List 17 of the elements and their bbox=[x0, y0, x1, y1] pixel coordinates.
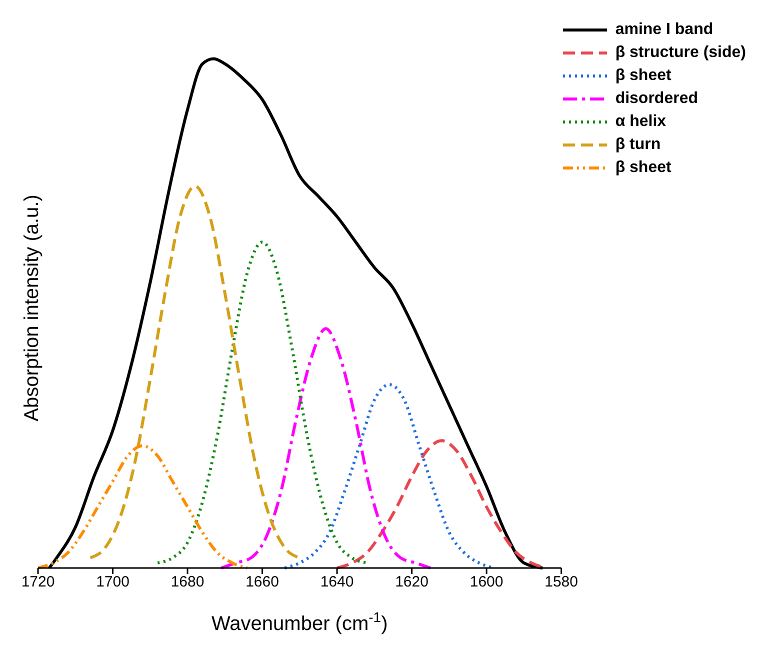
legend-label: β sheet bbox=[615, 66, 672, 84]
x-axis-title: Wavenumber (cm$^{-1}$) bbox=[212, 609, 388, 635]
legend-label: α helix bbox=[615, 112, 666, 130]
legend-label: disordered bbox=[615, 90, 698, 108]
x-tick-label: 1580 bbox=[544, 574, 578, 591]
legend-label: β turn bbox=[615, 136, 661, 154]
x-tick-label: 1600 bbox=[470, 574, 504, 591]
legend-label: β structure (side) bbox=[615, 44, 746, 62]
x-tick-label: 1640 bbox=[320, 574, 354, 591]
x-tick-label: 1660 bbox=[246, 574, 279, 591]
legend-label: amine I band bbox=[615, 20, 714, 38]
legend-label: β sheet bbox=[615, 158, 672, 176]
x-tick-label: 1720 bbox=[21, 574, 55, 591]
y-axis-title: Absorption intensity (a.u.) bbox=[21, 194, 43, 422]
x-tick-label: 1620 bbox=[395, 574, 428, 591]
x-tick-label: 1700 bbox=[96, 574, 130, 591]
x-tick-label: 1680 bbox=[170, 574, 204, 591]
